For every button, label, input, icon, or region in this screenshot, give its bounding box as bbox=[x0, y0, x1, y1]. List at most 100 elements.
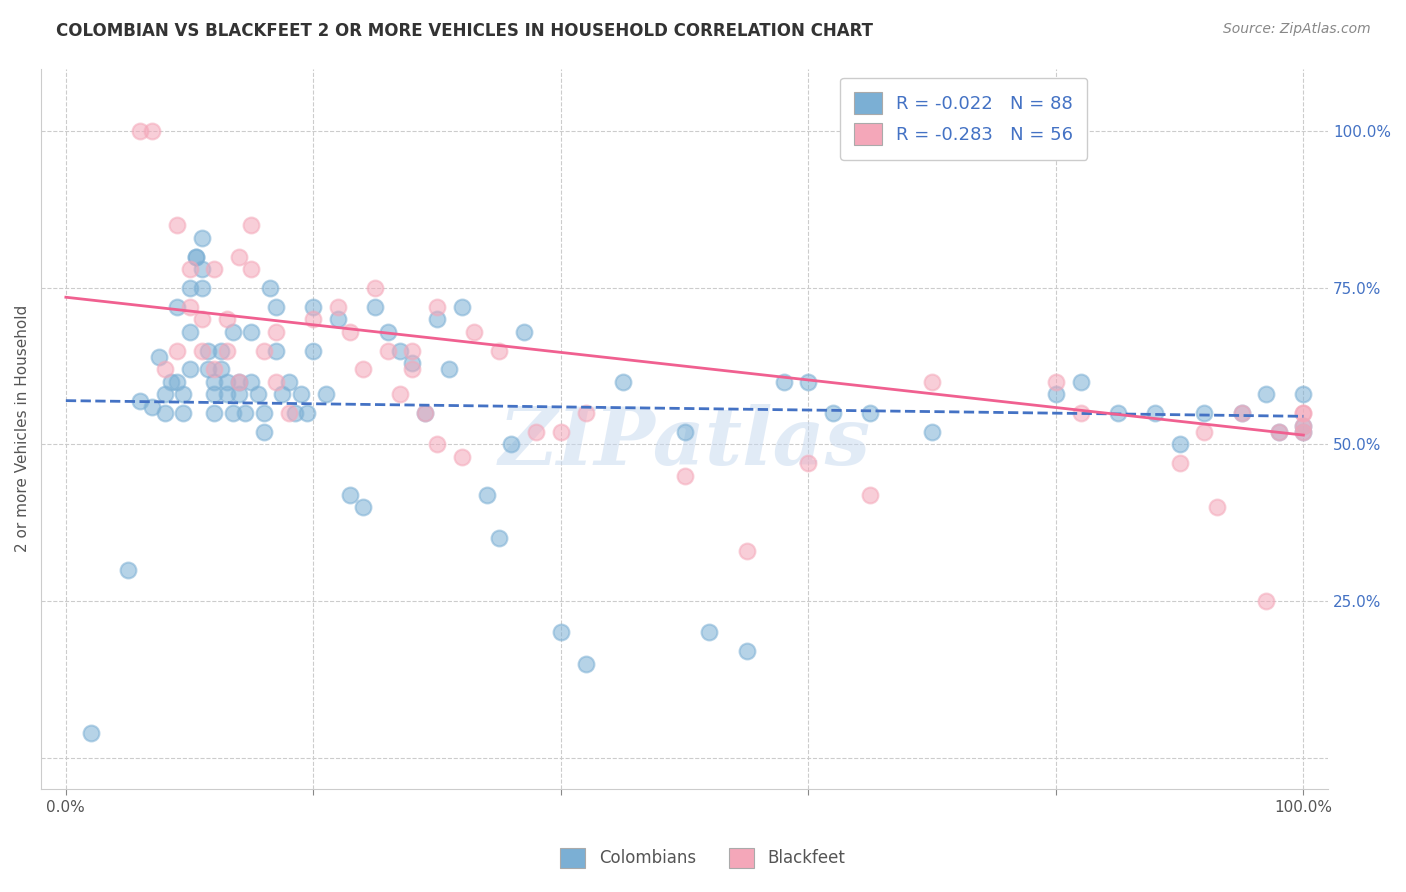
Point bbox=[228, 375, 250, 389]
Point bbox=[172, 387, 194, 401]
Point bbox=[339, 325, 361, 339]
Point bbox=[240, 218, 263, 232]
Point bbox=[463, 325, 485, 339]
Point bbox=[228, 250, 250, 264]
Point bbox=[524, 425, 547, 439]
Legend: Colombians, Blackfeet: Colombians, Blackfeet bbox=[554, 841, 852, 875]
Point bbox=[264, 300, 287, 314]
Point bbox=[246, 387, 269, 401]
Point bbox=[364, 300, 387, 314]
Point bbox=[202, 406, 225, 420]
Point bbox=[388, 343, 411, 358]
Point bbox=[1143, 406, 1166, 420]
Point bbox=[735, 644, 758, 658]
Point bbox=[166, 218, 188, 232]
Text: Source: ZipAtlas.com: Source: ZipAtlas.com bbox=[1223, 22, 1371, 37]
Point bbox=[253, 406, 276, 420]
Point bbox=[823, 406, 845, 420]
Y-axis label: 2 or more Vehicles in Household: 2 or more Vehicles in Household bbox=[15, 305, 30, 552]
Point bbox=[277, 406, 299, 420]
Point bbox=[233, 406, 256, 420]
Point bbox=[215, 343, 238, 358]
Point bbox=[859, 406, 882, 420]
Point bbox=[339, 488, 361, 502]
Point bbox=[302, 343, 325, 358]
Point bbox=[290, 387, 312, 401]
Point bbox=[1256, 594, 1278, 608]
Point bbox=[253, 425, 276, 439]
Point bbox=[184, 250, 207, 264]
Point bbox=[222, 406, 245, 420]
Point bbox=[326, 300, 349, 314]
Point bbox=[160, 375, 183, 389]
Point bbox=[284, 406, 307, 420]
Point bbox=[1292, 425, 1315, 439]
Point bbox=[326, 312, 349, 326]
Point bbox=[295, 406, 318, 420]
Point bbox=[166, 375, 188, 389]
Point bbox=[1230, 406, 1253, 420]
Point bbox=[797, 375, 820, 389]
Point bbox=[575, 657, 598, 671]
Point bbox=[1292, 387, 1315, 401]
Point bbox=[450, 300, 472, 314]
Point bbox=[209, 362, 232, 376]
Point bbox=[215, 312, 238, 326]
Point bbox=[264, 375, 287, 389]
Point bbox=[153, 387, 176, 401]
Point bbox=[673, 425, 696, 439]
Point bbox=[191, 230, 214, 244]
Point bbox=[475, 488, 498, 502]
Point bbox=[228, 387, 250, 401]
Point bbox=[1070, 406, 1092, 420]
Point bbox=[772, 375, 794, 389]
Point bbox=[401, 343, 423, 358]
Point bbox=[202, 375, 225, 389]
Point bbox=[179, 262, 201, 277]
Point bbox=[202, 262, 225, 277]
Point bbox=[450, 450, 472, 464]
Point bbox=[197, 343, 219, 358]
Point bbox=[1194, 425, 1216, 439]
Point bbox=[240, 375, 263, 389]
Point bbox=[259, 281, 281, 295]
Point bbox=[240, 262, 263, 277]
Point bbox=[550, 425, 572, 439]
Point bbox=[129, 393, 152, 408]
Point bbox=[302, 300, 325, 314]
Text: ZIPatlas: ZIPatlas bbox=[499, 404, 870, 482]
Point bbox=[302, 312, 325, 326]
Point bbox=[179, 300, 201, 314]
Point bbox=[488, 532, 510, 546]
Point bbox=[401, 356, 423, 370]
Point bbox=[191, 281, 214, 295]
Point bbox=[673, 468, 696, 483]
Point bbox=[612, 375, 634, 389]
Point bbox=[179, 325, 201, 339]
Point bbox=[1267, 425, 1289, 439]
Point bbox=[1292, 406, 1315, 420]
Point bbox=[377, 325, 399, 339]
Point bbox=[1292, 418, 1315, 433]
Point bbox=[426, 300, 449, 314]
Point bbox=[1292, 425, 1315, 439]
Point bbox=[364, 281, 387, 295]
Point bbox=[859, 488, 882, 502]
Point bbox=[184, 250, 207, 264]
Point bbox=[575, 406, 598, 420]
Point bbox=[79, 725, 101, 739]
Point bbox=[921, 425, 943, 439]
Point bbox=[1230, 406, 1253, 420]
Point bbox=[1168, 437, 1191, 451]
Point bbox=[141, 124, 163, 138]
Point bbox=[1292, 406, 1315, 420]
Point bbox=[179, 281, 201, 295]
Point bbox=[153, 362, 176, 376]
Point bbox=[352, 362, 374, 376]
Point bbox=[117, 563, 139, 577]
Text: COLOMBIAN VS BLACKFEET 2 OR MORE VEHICLES IN HOUSEHOLD CORRELATION CHART: COLOMBIAN VS BLACKFEET 2 OR MORE VEHICLE… bbox=[56, 22, 873, 40]
Point bbox=[209, 343, 232, 358]
Point bbox=[413, 406, 436, 420]
Point bbox=[141, 400, 163, 414]
Point bbox=[179, 362, 201, 376]
